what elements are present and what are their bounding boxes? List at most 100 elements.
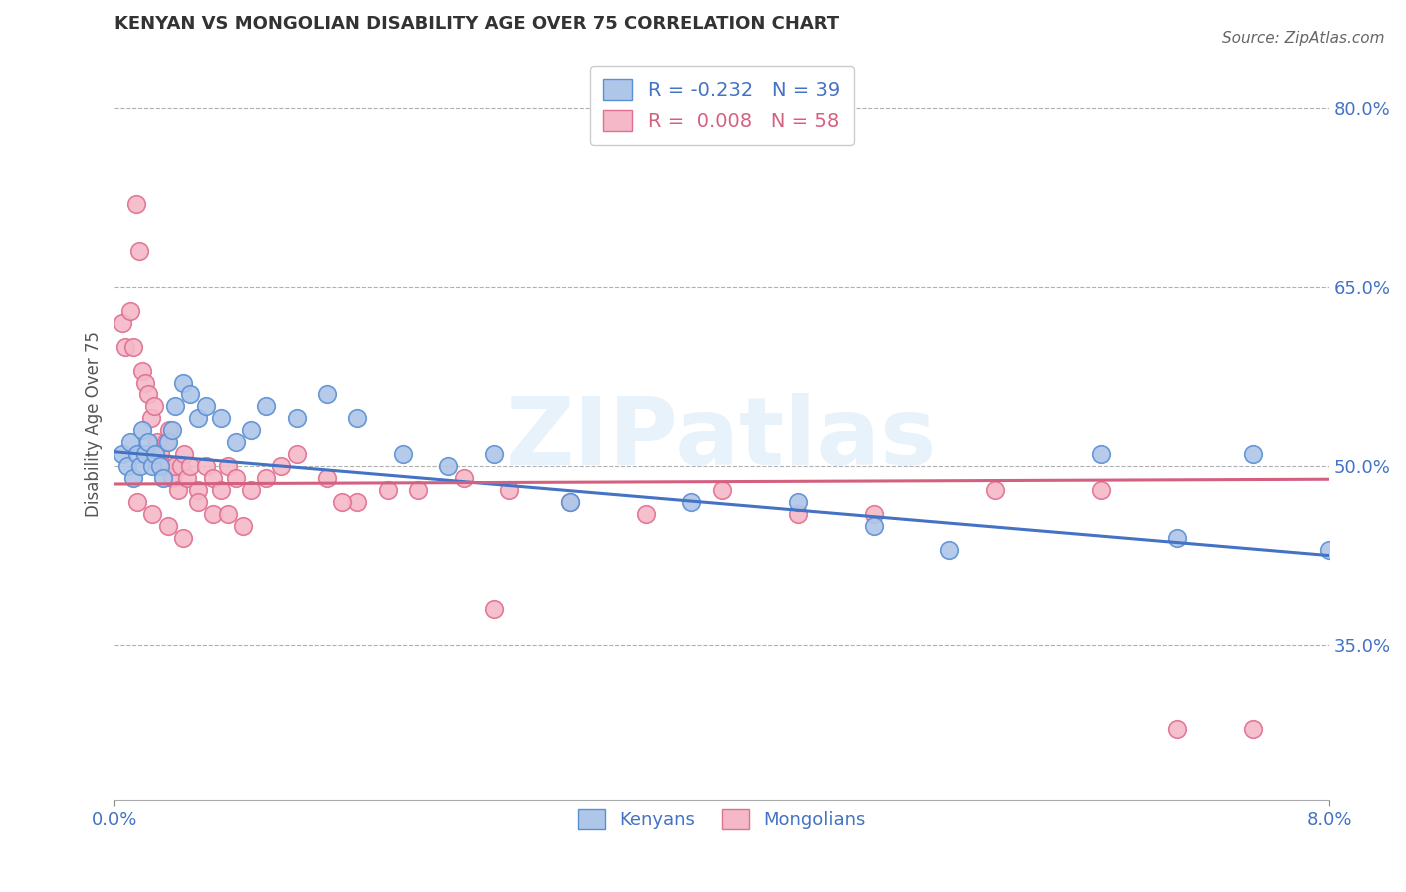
Legend: Kenyans, Mongolians: Kenyans, Mongolians	[571, 802, 873, 837]
Point	[160, 471, 183, 485]
Point	[136, 435, 159, 450]
Point	[225, 471, 247, 485]
Point	[128, 244, 150, 259]
Point	[285, 447, 308, 461]
Point	[156, 435, 179, 450]
Point	[149, 459, 172, 474]
Point	[152, 459, 174, 474]
Point	[115, 459, 138, 474]
Point	[179, 459, 201, 474]
Point	[270, 459, 292, 474]
Point	[217, 459, 239, 474]
Point	[139, 411, 162, 425]
Point	[172, 531, 194, 545]
Point	[176, 471, 198, 485]
Point	[232, 518, 254, 533]
Point	[160, 423, 183, 437]
Point	[187, 483, 209, 497]
Point	[127, 447, 149, 461]
Point	[217, 507, 239, 521]
Point	[482, 602, 505, 616]
Point	[1166, 722, 1188, 736]
Point	[681, 495, 703, 509]
Point	[1090, 483, 1112, 497]
Point	[209, 483, 232, 497]
Point	[131, 364, 153, 378]
Point	[149, 447, 172, 461]
Point	[862, 507, 884, 521]
Point	[316, 471, 339, 485]
Point	[346, 411, 368, 425]
Point	[710, 483, 733, 497]
Point	[202, 471, 225, 485]
Point	[187, 411, 209, 425]
Point	[437, 459, 460, 474]
Point	[406, 483, 429, 497]
Point	[316, 387, 339, 401]
Point	[141, 459, 163, 474]
Point	[634, 507, 657, 521]
Point	[1166, 531, 1188, 545]
Point	[121, 340, 143, 354]
Point	[558, 495, 581, 509]
Point	[145, 447, 167, 461]
Point	[377, 483, 399, 497]
Point	[202, 507, 225, 521]
Point	[285, 411, 308, 425]
Point	[111, 316, 134, 330]
Point	[240, 483, 263, 497]
Point	[167, 483, 190, 497]
Point	[482, 447, 505, 461]
Point	[165, 400, 187, 414]
Point	[172, 376, 194, 390]
Point	[124, 196, 146, 211]
Point	[134, 376, 156, 390]
Point	[194, 459, 217, 474]
Point	[254, 400, 277, 414]
Point	[152, 471, 174, 485]
Point	[1090, 447, 1112, 461]
Point	[146, 435, 169, 450]
Point	[1241, 447, 1264, 461]
Point	[155, 435, 177, 450]
Point	[786, 495, 808, 509]
Point	[786, 507, 808, 521]
Point	[114, 340, 136, 354]
Point	[129, 459, 152, 474]
Point	[392, 447, 415, 461]
Point	[453, 471, 475, 485]
Text: ZIPatlas: ZIPatlas	[506, 393, 938, 485]
Point	[156, 518, 179, 533]
Point	[254, 471, 277, 485]
Point	[111, 447, 134, 461]
Point	[194, 400, 217, 414]
Point	[179, 387, 201, 401]
Point	[157, 423, 180, 437]
Point	[984, 483, 1007, 497]
Text: Source: ZipAtlas.com: Source: ZipAtlas.com	[1222, 31, 1385, 46]
Point	[225, 435, 247, 450]
Point	[346, 495, 368, 509]
Point	[134, 447, 156, 461]
Point	[136, 387, 159, 401]
Point	[142, 400, 165, 414]
Point	[127, 495, 149, 509]
Point	[209, 411, 232, 425]
Point	[165, 459, 187, 474]
Point	[330, 495, 353, 509]
Point	[1317, 542, 1340, 557]
Point	[240, 423, 263, 437]
Point	[131, 423, 153, 437]
Point	[498, 483, 520, 497]
Point	[170, 459, 193, 474]
Point	[1241, 722, 1264, 736]
Point	[938, 542, 960, 557]
Point	[118, 304, 141, 318]
Point	[173, 447, 195, 461]
Point	[862, 518, 884, 533]
Point	[118, 435, 141, 450]
Point	[121, 471, 143, 485]
Point	[558, 495, 581, 509]
Text: KENYAN VS MONGOLIAN DISABILITY AGE OVER 75 CORRELATION CHART: KENYAN VS MONGOLIAN DISABILITY AGE OVER …	[114, 15, 839, 33]
Point	[141, 507, 163, 521]
